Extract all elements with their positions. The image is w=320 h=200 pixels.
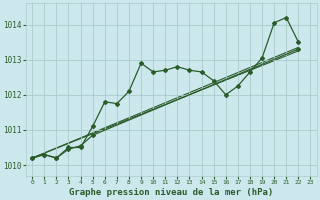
X-axis label: Graphe pression niveau de la mer (hPa): Graphe pression niveau de la mer (hPa): [69, 188, 274, 197]
